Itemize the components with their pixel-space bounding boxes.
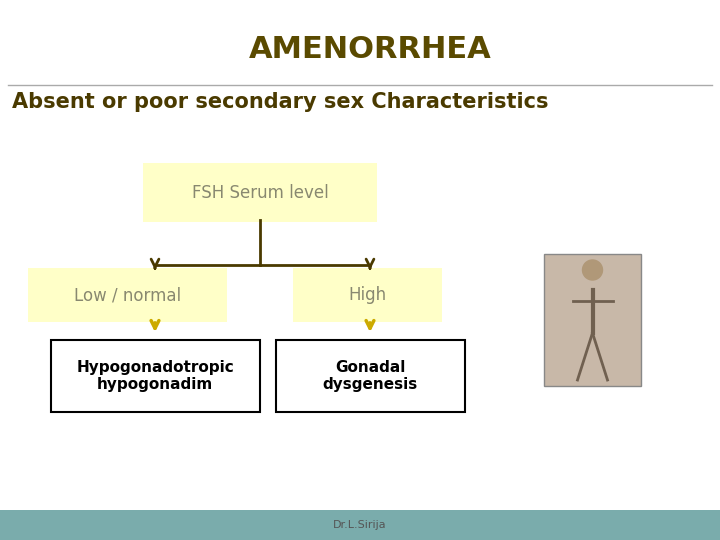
Text: Absent or poor secondary sex Characteristics: Absent or poor secondary sex Characteris… — [12, 92, 549, 112]
Text: Low / normal: Low / normal — [74, 286, 181, 304]
FancyBboxPatch shape — [276, 340, 464, 412]
FancyBboxPatch shape — [293, 268, 442, 322]
Text: High: High — [348, 286, 387, 304]
FancyBboxPatch shape — [143, 163, 377, 222]
Text: Hypogonadotropic
hypogonadim: Hypogonadotropic hypogonadim — [76, 360, 234, 392]
Circle shape — [582, 260, 603, 280]
Text: FSH Serum level: FSH Serum level — [192, 184, 328, 201]
Bar — [0, 510, 720, 540]
Text: Dr.L.Sirija: Dr.L.Sirija — [333, 520, 387, 530]
Text: AMENORRHEA: AMENORRHEA — [248, 36, 491, 64]
FancyBboxPatch shape — [50, 340, 259, 412]
FancyBboxPatch shape — [544, 254, 641, 386]
Text: Gonadal
dysgenesis: Gonadal dysgenesis — [323, 360, 418, 392]
FancyBboxPatch shape — [28, 268, 227, 322]
